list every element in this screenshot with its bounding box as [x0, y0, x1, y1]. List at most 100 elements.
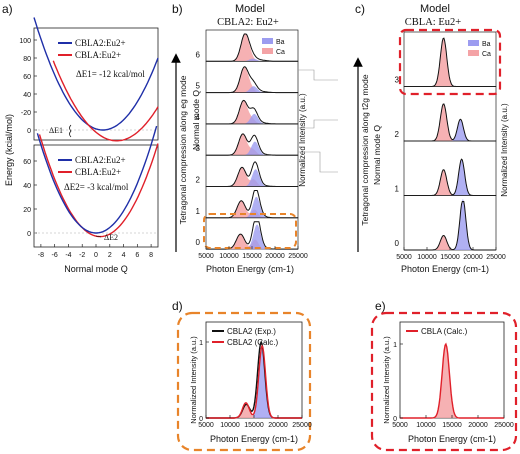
ba-band [443, 159, 483, 196]
xtick-label: 20000 [268, 422, 288, 429]
panel-e-xlabel: Photon Energy (cm-1) [408, 434, 496, 444]
ba-band [443, 119, 483, 141]
q-label: 3 [196, 144, 201, 153]
panel-a-top-frame [33, 27, 159, 141]
ytick-label: 80 [23, 56, 31, 63]
panel-b-ylabel-right: Normalized Intensity (a.u.) [298, 93, 307, 187]
ca-band [426, 344, 465, 418]
ca-band [224, 134, 271, 156]
xtick-label: 20000 [265, 253, 285, 260]
xtick-label: 25000 [486, 254, 506, 261]
total-spectrum [404, 201, 496, 251]
xtick-label: 10000 [220, 422, 240, 429]
panel-c-ylabel-right: Normalized Intensity (a.u.) [500, 103, 509, 197]
panel-e-highlight-box [370, 311, 518, 452]
q-label: 4 [196, 113, 201, 122]
panel-c-highlight-box [398, 28, 502, 96]
panel-a-bottom-yticks: 0 20 40 60 [23, 159, 37, 238]
panel-e-legend: CBLA (Calc.) [406, 327, 468, 336]
panel-b-xticks: 5000 10000 15000 20000 25000 [198, 246, 308, 260]
xtick-label: 2 [108, 252, 112, 259]
panel-a-bottom-cbla2-curve [36, 125, 158, 234]
panel-a-top-cbla-curve [52, 60, 159, 142]
panel-b-title-line2: CBLA2: Eu2+ [217, 17, 279, 28]
ca-band [424, 235, 464, 250]
q-label: 3 [395, 76, 400, 85]
xtick-label: 6 [135, 252, 139, 259]
panel-c-label: c) [355, 2, 365, 16]
connector-line [298, 151, 338, 173]
panel-b-spectra-stack: 6 5 4 3 2 1 0 [196, 29, 299, 250]
ba-band [229, 224, 275, 250]
q-label: 1 [395, 185, 400, 194]
panel-b-label: b) [172, 2, 183, 16]
legend-label-ca: Ca [482, 51, 491, 58]
xtick-label: 15000 [440, 254, 460, 261]
panel-a-top-yticks: 0 -20 40 60 80 100 [19, 38, 37, 135]
xtick-label: -2 [79, 252, 85, 259]
ca-band [232, 402, 259, 418]
panel-a-xticks: -8 -6 -4 -2 0 2 4 6 8 [38, 244, 153, 259]
q-label: 2 [196, 176, 201, 185]
ba-band [246, 345, 278, 418]
panel-c-side-label: Tetragonal compression along t2g mode [360, 74, 370, 225]
legend-label-calc: CBLA (Calc.) [421, 327, 468, 336]
legend-label-cbla: CBLA:Eu2+ [75, 167, 121, 177]
panel-b-legend: Ba Ca [262, 38, 285, 56]
panel-c: c) Model CBLA: Eu2+ Tetragonal compressi… [353, 2, 509, 274]
legend-label-cbla: CBLA:Eu2+ [75, 50, 121, 60]
xtick-label: 15000 [442, 422, 462, 429]
panel-a-top: 0 -20 40 60 80 100 CBLA2:Eu2+ CBLA:Eu2+ ΔE1= … [19, 17, 159, 142]
connector-line [298, 119, 338, 129]
ca-band [424, 103, 464, 141]
xtick-label: 4 [122, 252, 126, 259]
connector-line [298, 69, 338, 81]
xtick-label: 10000 [219, 253, 239, 260]
ba-band [229, 113, 275, 124]
legend-label-calc: CBLA2 (Calc.) [227, 338, 278, 347]
panel-d-label: d) [172, 299, 183, 313]
panel-c-xticks: 5000 10000 15000 20000 25000 [396, 247, 506, 261]
legend-swatch-ba [468, 40, 479, 46]
panel-c-title-line2: CBLA: Eu2+ [405, 17, 461, 28]
xtick-label: -8 [38, 252, 44, 259]
xtick-label: 5000 [198, 253, 214, 260]
exp-spectrum [206, 340, 302, 419]
ca-band [224, 100, 271, 124]
xtick-label: 25000 [494, 422, 514, 429]
panel-a-top-delta-label: ΔE1 [49, 126, 63, 135]
xtick-label: 15000 [244, 422, 264, 429]
calc-spectrum [400, 342, 504, 419]
ca-band [224, 67, 271, 93]
xtick-label: 5000 [392, 422, 408, 429]
ytick-label: -20 [21, 110, 31, 117]
legend-swatch-ba [262, 38, 273, 44]
panel-e-label: e) [375, 299, 386, 313]
panel-a-bottom-legend: CBLA2:Eu2+ CBLA:Eu2+ [58, 155, 126, 177]
xtick-label: 10000 [417, 254, 437, 261]
ytick-label: 40 [23, 183, 31, 190]
spectrum-row-frame [403, 140, 497, 196]
q-label: 0 [196, 238, 201, 247]
xtick-label: 25000 [292, 422, 312, 429]
ba-band [443, 199, 483, 250]
panel-b: b) Model CBLA2: Eu2+ Tetragonal compress… [171, 2, 308, 274]
ytick-label: 60 [23, 74, 31, 81]
panel-b-xlabel: Photon Energy (cm-1) [206, 264, 294, 274]
panel-b-side-label: Tetragonal compression along eg mode [178, 75, 188, 224]
ytick-label: 0 [27, 231, 31, 238]
panel-c-legend: Ba Ca [468, 40, 491, 58]
calc-spectrum [206, 344, 302, 419]
panel-c-xlabel: Photon Energy (cm-1) [401, 264, 489, 274]
panel-c-ylabel: Normal mode Q [372, 125, 382, 185]
legend-swatch-ca [262, 48, 273, 54]
legend-label-ca: Ca [276, 49, 285, 56]
q-label: 6 [196, 50, 201, 59]
ytick-label: 0 [393, 416, 397, 423]
panel-a-label: a) [2, 2, 13, 16]
